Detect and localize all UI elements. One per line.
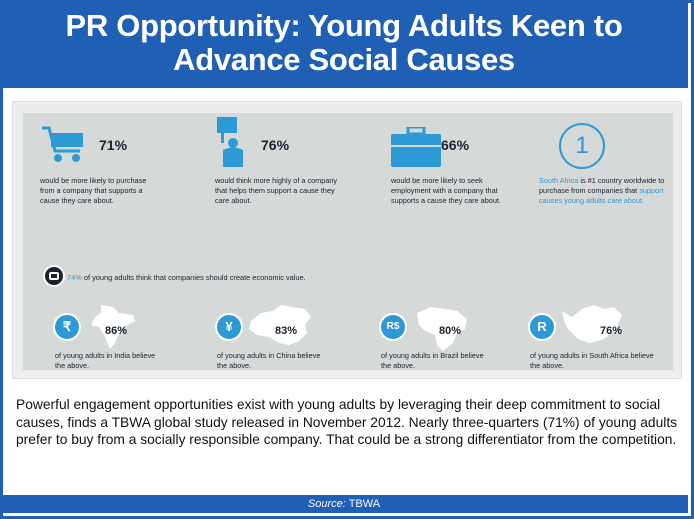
yuan-currency-icon: ¥ xyxy=(215,313,243,341)
stat-purchase: 71% would be more likely to purchase fro… xyxy=(23,113,183,253)
megaphone-person-icon xyxy=(217,117,243,167)
article-summary: Powerful engagement opportunities exist … xyxy=(16,397,678,447)
stat-description: South Africa is #1 country worldwide to … xyxy=(539,176,669,206)
source-footer: Source: TBWA xyxy=(0,495,688,513)
country-percent: 83% xyxy=(275,325,298,337)
stat-employment: 66% would be more likely to seek employm… xyxy=(353,113,513,253)
country-china: ¥ 83% of young adults in China believe t… xyxy=(215,303,375,373)
country-percent: 80% xyxy=(439,325,462,337)
source-label: Source: xyxy=(307,498,346,510)
china-map-icon xyxy=(249,305,311,345)
brazil-map-icon xyxy=(417,307,467,351)
country-percent: 86% xyxy=(105,325,128,337)
stat-south-africa-rank: 1 South Africa is #1 country worldwide t… xyxy=(513,113,673,253)
economic-value-text: 74% of young adults think that companies… xyxy=(67,273,306,282)
country-brazil: R$ 80% of young adults in Brazil believe… xyxy=(379,303,539,373)
stat-percent: 76% xyxy=(261,137,290,153)
country-description: of young adults in China believe the abo… xyxy=(217,351,321,370)
highlight-south-africa: South Africa xyxy=(539,176,579,185)
india-map-icon xyxy=(91,305,135,349)
real-currency-icon: R$ xyxy=(379,313,407,341)
stat-percent: 71% xyxy=(99,137,128,153)
stat-description: would be more likely to seek employment … xyxy=(391,176,501,205)
country-south-africa: R 76% of young adults in South Africa be… xyxy=(528,303,688,373)
south-africa-map-icon xyxy=(562,305,622,343)
country-india: ₹ 86% of young adults in India believe t… xyxy=(53,303,213,373)
country-percent: 76% xyxy=(600,325,623,337)
stat-percent: 66% xyxy=(441,137,470,153)
money-icon xyxy=(43,265,65,287)
infographic-panel: 71% would be more likely to purchase fro… xyxy=(23,113,673,370)
economic-value-percent: 74% xyxy=(67,273,82,282)
rupee-currency-icon: ₹ xyxy=(53,313,81,341)
source-name: TBWA xyxy=(348,498,381,510)
rand-currency-icon: R xyxy=(528,313,556,341)
shopping-cart-icon xyxy=(42,126,83,162)
briefcase-icon xyxy=(391,127,441,167)
page-title-line-1: PR Opportunity: Young Adults Keen to xyxy=(65,8,623,43)
country-description: of young adults in India believe the abo… xyxy=(55,351,156,370)
country-description: of young adults in South Africa believe … xyxy=(530,351,654,370)
country-description: of young adults in Brazil believe the ab… xyxy=(381,351,484,370)
stat-think-highly: 76% would think more highly of a company… xyxy=(183,113,353,253)
economic-value-statement: of young adults think that companies sho… xyxy=(81,273,306,282)
header-banner: PR Opportunity: Young Adults Keen to Adv… xyxy=(0,0,688,88)
stat-description: would be more likely to purchase from a … xyxy=(40,176,147,205)
stat-description: would think more highly of a company tha… xyxy=(215,176,338,205)
description-text: is #1 country worldwide to purchase from… xyxy=(539,176,665,195)
page-title-line-2: Advance Social Causes xyxy=(173,42,515,77)
infographic: 71% would be more likely to purchase fro… xyxy=(12,101,682,379)
rank-one-icon: 1 xyxy=(559,123,605,169)
highlight-causes: support causes young adults care about. xyxy=(539,186,664,205)
